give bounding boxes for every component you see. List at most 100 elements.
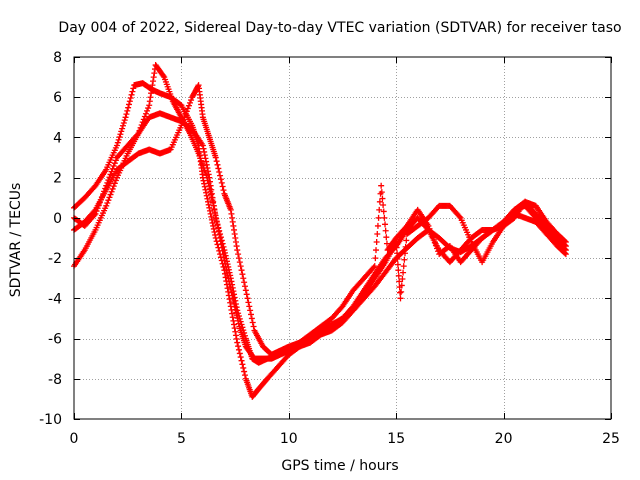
- x-tick-label: 20: [495, 431, 513, 447]
- data-point: [103, 202, 110, 209]
- data-point: [144, 107, 151, 114]
- data-point: [213, 158, 220, 165]
- data-point: [237, 354, 244, 361]
- data-point: [372, 255, 379, 262]
- data-point: [145, 105, 152, 112]
- data-point: [244, 295, 251, 302]
- data-point: [394, 261, 401, 268]
- data-point: [104, 200, 111, 207]
- data-point: [393, 244, 400, 251]
- data-point: [184, 105, 191, 112]
- data-point: [178, 122, 185, 129]
- data-point: [216, 169, 223, 176]
- data-point: [397, 289, 404, 296]
- data-point: [106, 194, 113, 201]
- data-point: [141, 113, 148, 120]
- y-tick-label: 2: [53, 171, 62, 187]
- data-point: [431, 239, 438, 246]
- y-tick-label: -4: [48, 291, 62, 307]
- data-point: [181, 113, 188, 120]
- data-point: [217, 176, 224, 183]
- data-point: [373, 247, 380, 254]
- data-point: [139, 119, 146, 126]
- y-tick-label: 8: [53, 50, 62, 66]
- data-point: [427, 228, 434, 235]
- data-point: [118, 128, 125, 135]
- data-point: [238, 267, 245, 274]
- data-point: [396, 278, 403, 285]
- data-point: [186, 99, 193, 106]
- data-point: [250, 323, 257, 330]
- data-point: [124, 107, 131, 114]
- data-point: [425, 222, 432, 229]
- data-point: [378, 189, 385, 196]
- data-point: [107, 171, 114, 178]
- data-point: [110, 183, 117, 190]
- data-point: [434, 245, 441, 252]
- data-point: [428, 231, 435, 238]
- data-points: [71, 62, 569, 400]
- data-point: [116, 134, 123, 141]
- data-point: [402, 250, 409, 257]
- data-point: [237, 263, 244, 270]
- data-point: [111, 160, 118, 167]
- data-point: [135, 130, 142, 137]
- data-point: [238, 357, 245, 364]
- data-point: [430, 237, 437, 244]
- data-point: [142, 110, 149, 117]
- data-point: [393, 239, 400, 246]
- data-point: [109, 165, 116, 172]
- data-point: [125, 104, 132, 111]
- data-point: [183, 108, 190, 115]
- data-point: [374, 230, 381, 237]
- data-point: [119, 125, 126, 132]
- data-point: [126, 98, 133, 105]
- data-point: [105, 197, 112, 204]
- data-point: [111, 180, 118, 187]
- data-point: [241, 372, 248, 379]
- data-point: [383, 234, 390, 241]
- data-point: [108, 188, 115, 195]
- data-point: [182, 111, 189, 118]
- x-tick-label: 15: [387, 431, 405, 447]
- data-point: [374, 222, 381, 229]
- data-point: [241, 283, 248, 290]
- data-point: [235, 251, 242, 258]
- data-point: [370, 264, 377, 271]
- data-point: [248, 315, 255, 322]
- data-point: [239, 361, 246, 368]
- x-tick-label: 10: [280, 431, 298, 447]
- data-point: [395, 272, 402, 279]
- data-point: [180, 116, 187, 123]
- series-track-4: [71, 82, 569, 358]
- data-point: [241, 279, 248, 286]
- y-tick-label: 6: [53, 90, 62, 106]
- data-point: [379, 195, 386, 202]
- data-point: [114, 139, 121, 146]
- x-tick-label: 5: [177, 431, 186, 447]
- x-tick-label: 25: [602, 431, 620, 447]
- y-axis-label: SDTVAR / TECUs: [8, 183, 24, 298]
- data-point: [117, 131, 124, 138]
- data-point: [401, 256, 408, 263]
- data-point: [112, 157, 119, 164]
- data-point: [562, 250, 569, 257]
- data-point: [160, 72, 167, 79]
- y-tick-label: -10: [39, 412, 62, 428]
- chart-title: Day 004 of 2022, Sidereal Day-to-day VTE…: [58, 20, 621, 36]
- data-point: [128, 91, 135, 98]
- data-point: [403, 237, 410, 244]
- data-point: [395, 267, 402, 274]
- data-point: [562, 243, 569, 250]
- data-point: [562, 242, 569, 249]
- data-point: [119, 122, 126, 129]
- y-tick-label: -8: [48, 372, 62, 388]
- data-point: [137, 124, 144, 131]
- data-point: [140, 116, 147, 123]
- data-point: [179, 119, 186, 126]
- data-point: [123, 111, 130, 118]
- data-point: [219, 183, 226, 190]
- data-point: [373, 239, 380, 246]
- data-point: [129, 88, 136, 95]
- data-point: [236, 350, 243, 357]
